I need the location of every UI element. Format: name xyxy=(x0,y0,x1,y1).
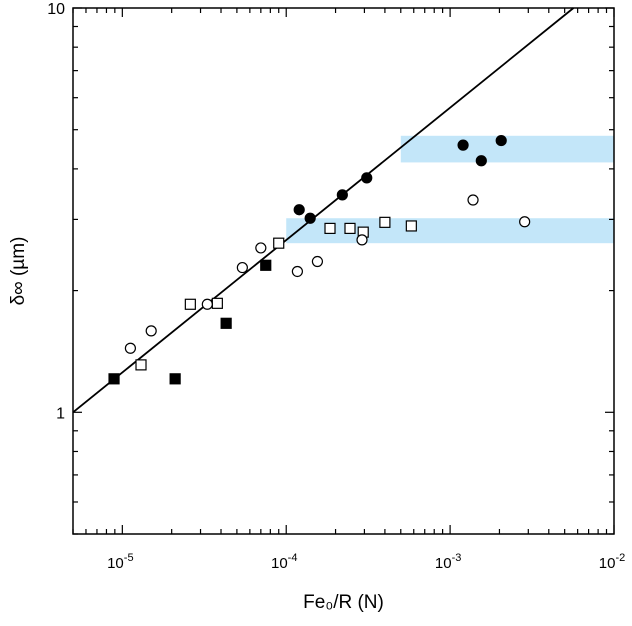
x-tick-label-base: 10 xyxy=(435,555,452,572)
plot-frame xyxy=(72,7,615,535)
y-axis-label: δ∞ (µm) xyxy=(8,237,29,306)
open-square-point xyxy=(135,359,147,371)
x-tick-label-exponent: -2 xyxy=(615,552,625,564)
open-circle-point xyxy=(519,216,531,228)
points-layer xyxy=(108,134,531,385)
open-circle-point xyxy=(467,194,479,206)
x-tick-label: 10-5 xyxy=(107,552,133,572)
x-tick-label-base: 10 xyxy=(599,555,616,572)
open-circle-point xyxy=(236,261,248,274)
x-tick-label: 10-3 xyxy=(435,552,461,572)
filled-circle-point xyxy=(336,189,348,201)
open-square-point xyxy=(344,222,356,235)
open-square-point xyxy=(184,298,196,310)
fit-line xyxy=(72,7,575,413)
filled-square-point xyxy=(169,373,181,385)
open-square-point xyxy=(379,216,391,228)
filled-circle-point xyxy=(457,139,469,151)
bands-layer xyxy=(286,135,614,244)
open-circle-point xyxy=(255,242,267,254)
open-circle-point xyxy=(291,265,303,278)
highlight-band-1 xyxy=(286,218,614,244)
open-circle-point xyxy=(356,234,368,246)
x-tick-label-exponent: -4 xyxy=(288,552,298,564)
open-square-point xyxy=(273,237,285,249)
ticks-layer xyxy=(72,7,615,535)
filled-circle-point xyxy=(361,172,373,184)
open-square-point xyxy=(324,222,336,235)
filled-circle-point xyxy=(293,204,305,216)
x-tick-label-base: 10 xyxy=(107,555,124,572)
x-tick-label-exponent: -5 xyxy=(124,552,134,564)
open-square-point xyxy=(405,220,417,232)
filled-circle-point xyxy=(475,155,487,167)
highlight-band-2 xyxy=(400,135,614,163)
x-tick-label-exponent: -3 xyxy=(452,552,462,564)
x-tick-label: 10-2 xyxy=(599,552,625,572)
open-circle-point xyxy=(311,255,324,268)
x-tick-label: 10-4 xyxy=(271,552,297,572)
x-axis-label: Fe₀/R (N) xyxy=(303,592,384,613)
fit-line-layer xyxy=(72,7,575,413)
y-tick-label: 10 xyxy=(47,1,65,18)
filled-square-point xyxy=(220,317,232,329)
open-square-point xyxy=(211,297,223,309)
y-tick-label: 1 xyxy=(56,405,65,422)
filled-circle-point xyxy=(304,212,316,224)
open-circle-point xyxy=(201,298,213,310)
open-circle-point xyxy=(145,325,157,337)
filled-square-point xyxy=(108,373,120,385)
filled-circle-point xyxy=(495,134,507,147)
x-tick-label-base: 10 xyxy=(271,555,288,572)
filled-square-point xyxy=(260,259,272,271)
open-circle-point xyxy=(124,342,137,354)
